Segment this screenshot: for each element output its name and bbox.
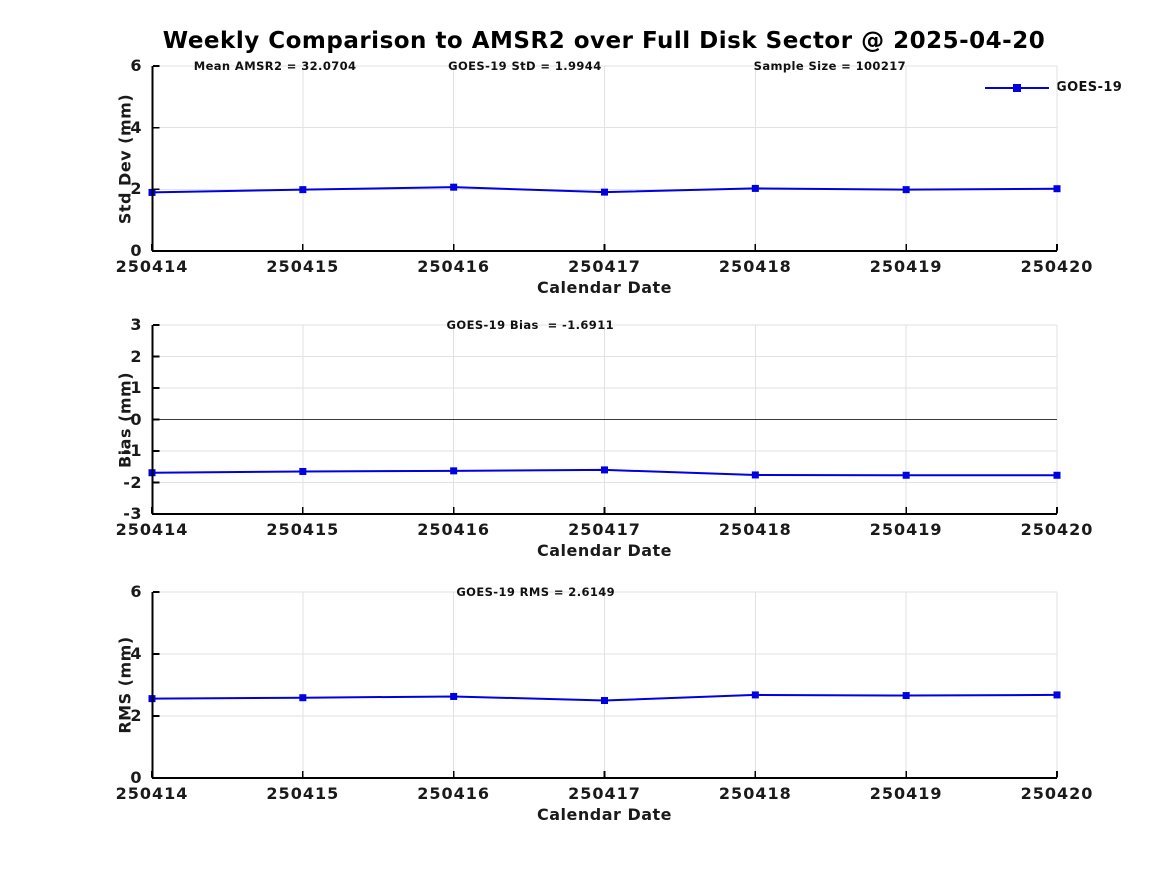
y-tick-label: 2: [130, 706, 142, 725]
annotation: GOES-19 Bias = -1.6911: [446, 318, 615, 332]
y-tick-label: 1: [130, 378, 142, 397]
legend: GOES-19: [985, 79, 1167, 97]
x-tick-label: 250418: [718, 784, 792, 803]
x-tick-label: 250415: [266, 257, 340, 276]
x-tick-label: 250414: [115, 257, 189, 276]
x-tick-label: 250415: [266, 520, 340, 539]
annotation: GOES-19 RMS = 2.6149: [456, 585, 616, 599]
x-tick-label: 250419: [869, 520, 943, 539]
legend-square-marker-icon: [1013, 84, 1021, 92]
x-tick-label: 250415: [266, 784, 340, 803]
y-tick-label: 4: [130, 117, 142, 137]
x-tick-label: 250418: [718, 257, 792, 276]
y-tick-label: 3: [130, 315, 142, 334]
x-tick-label: 250420: [1020, 520, 1094, 539]
x-tick-label: 250414: [115, 784, 189, 803]
x-tick-label: 250417: [568, 257, 641, 276]
x-tick-label: 250414: [115, 520, 189, 539]
plot-area-1: [148, 324, 1061, 515]
annotation: GOES-19 StD = 1.9944: [448, 59, 602, 73]
y-tick-label: 0: [130, 241, 142, 260]
x-tick-label: 250417: [568, 784, 641, 803]
y-tick-label: 2: [130, 179, 142, 199]
x-tick-label: 250419: [869, 257, 943, 276]
y-tick-label: -3: [123, 504, 142, 523]
y-tick-label: 6: [130, 56, 142, 75]
x-axis-label-calendar-date: Calendar Date: [536, 278, 673, 297]
x-tick-label: 250420: [1020, 784, 1094, 803]
y-tick-label: 0: [130, 409, 142, 429]
x-axis-label-calendar-date: Calendar Date: [536, 805, 673, 824]
plot-area-0: [148, 65, 1061, 252]
x-axis-label-calendar-date: Calendar Date: [536, 541, 673, 560]
x-tick-label: 250416: [417, 520, 491, 539]
x-tick-label: 250418: [718, 520, 792, 539]
x-tick-label: 250417: [568, 520, 641, 539]
x-tick-label: 250419: [869, 784, 943, 803]
y-tick-label: 4: [130, 644, 142, 663]
plot-area-2: [148, 591, 1061, 779]
x-tick-label: 250416: [417, 257, 491, 276]
y-tick-label: -1: [123, 441, 142, 460]
legend-label: GOES-19: [1056, 80, 1123, 95]
x-tick-label: 250416: [417, 784, 491, 803]
annotation: Mean AMSR2 = 32.0704: [193, 59, 357, 73]
y-tick-label: 2: [130, 346, 142, 366]
y-tick-label: -2: [123, 472, 142, 492]
x-tick-label: 250420: [1020, 257, 1094, 276]
y-tick-label: 0: [130, 768, 142, 787]
annotation: Sample Size = 100217: [753, 59, 907, 73]
chart-title: Weekly Comparison to AMSR2 over Full Dis…: [162, 28, 1046, 54]
y-tick-label: 6: [130, 582, 142, 601]
